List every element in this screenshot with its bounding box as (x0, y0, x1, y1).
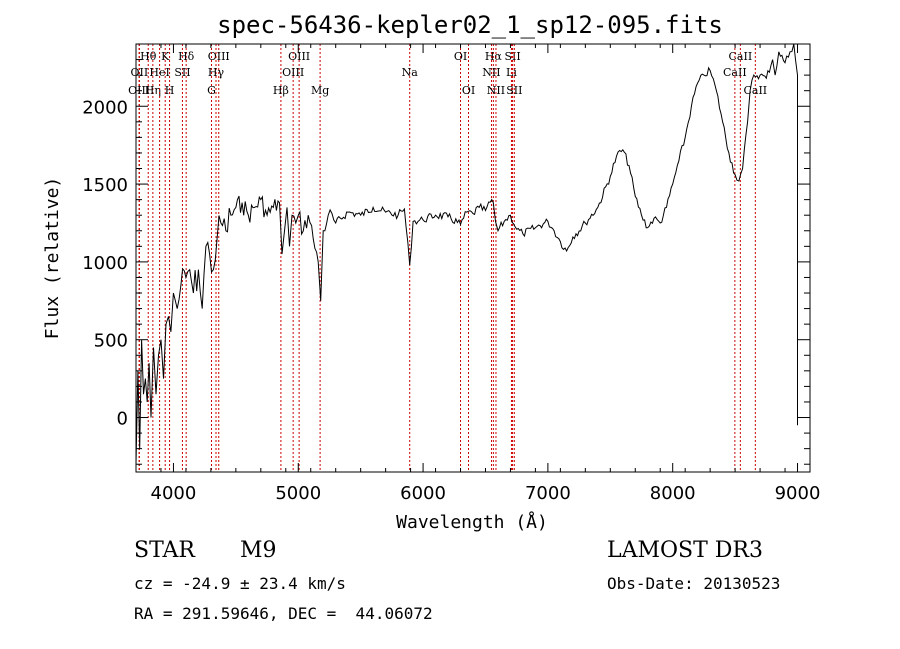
line-label: Hδ (178, 50, 195, 63)
line-label: SII (174, 66, 190, 79)
line-label: HeI (149, 66, 169, 79)
line-label: K (161, 50, 170, 63)
y-tick-label: 2000 (82, 97, 128, 118)
line-label: NII (482, 66, 500, 79)
line-label: SII (504, 50, 520, 63)
chart-title: spec-56436-kepler02_1_sp12-095.fits (217, 11, 723, 39)
obs-date: Obs-Date: 20130523 (607, 574, 781, 593)
x-tick-label: 8000 (650, 483, 696, 504)
object-class: STAR (134, 538, 195, 563)
line-label: OIII (282, 66, 304, 79)
x-axis: 4000 5000 6000 7000 8000 9000 (135, 44, 821, 504)
line-label: G (207, 84, 216, 97)
line-label: OI (462, 84, 475, 97)
line-label: Mg (311, 84, 329, 97)
line-label: NII (487, 84, 505, 97)
line-label: CaII (729, 50, 753, 63)
line-label: Hη (145, 84, 161, 97)
line-label: CaII (723, 66, 747, 79)
y-axis: 0 500 1000 1500 2000 (82, 43, 810, 465)
line-label: OIII (208, 50, 230, 63)
x-tick-label: 4000 (151, 483, 197, 504)
y-tick-label: 500 (94, 331, 128, 352)
line-label: Na (402, 66, 419, 79)
line-label: Hγ (208, 66, 225, 79)
line-label: Li (506, 66, 517, 79)
line-label: Hα (485, 50, 503, 63)
x-tick-label: 5000 (275, 483, 321, 504)
line-label: Hθ (140, 50, 157, 63)
line-label: OI (454, 50, 467, 63)
y-tick-label: 0 (117, 409, 128, 430)
redshift-info: cz = -24.9 ± 23.4 km/s (134, 574, 346, 593)
line-label: H (165, 84, 175, 97)
line-label: OIII (288, 50, 310, 63)
y-tick-label: 1000 (82, 253, 128, 274)
x-tick-label: 9000 (775, 483, 821, 504)
x-tick-label: 7000 (525, 483, 571, 504)
subclass: M9 (240, 538, 277, 563)
x-tick-label: 6000 (400, 483, 446, 504)
y-axis-label: Flux (relative) (42, 177, 63, 340)
line-label: SII (506, 84, 522, 97)
spectrum-line (135, 43, 798, 465)
y-tick-label: 1500 (82, 175, 128, 196)
line-label: CaII (743, 84, 767, 97)
survey-name: LAMOST DR3 (607, 538, 763, 563)
line-label: Hβ (273, 84, 289, 97)
x-axis-label: Wavelength (Å) (396, 511, 548, 533)
plot-frame (135, 43, 811, 473)
coordinates: RA = 291.59646, DEC = 44.06072 (134, 604, 433, 623)
